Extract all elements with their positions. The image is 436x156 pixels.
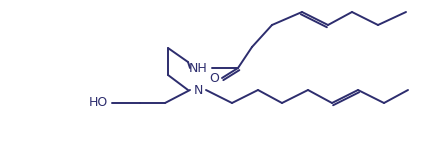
Text: O: O	[209, 71, 219, 85]
Text: HO: HO	[89, 97, 108, 110]
Text: NH: NH	[189, 61, 208, 75]
Text: N: N	[193, 83, 203, 97]
